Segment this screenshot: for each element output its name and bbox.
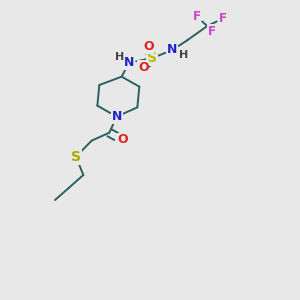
Text: S: S <box>147 51 157 65</box>
Text: H: H <box>115 52 124 62</box>
Text: N: N <box>124 56 134 69</box>
Text: O: O <box>143 40 154 53</box>
Text: N: N <box>167 44 178 56</box>
Text: O: O <box>138 61 148 74</box>
Text: H: H <box>179 50 188 60</box>
Text: F: F <box>193 10 201 23</box>
Text: F: F <box>219 12 227 25</box>
Text: N: N <box>112 110 122 123</box>
Text: O: O <box>117 134 128 146</box>
Text: F: F <box>208 25 216 38</box>
Text: S: S <box>71 150 81 164</box>
